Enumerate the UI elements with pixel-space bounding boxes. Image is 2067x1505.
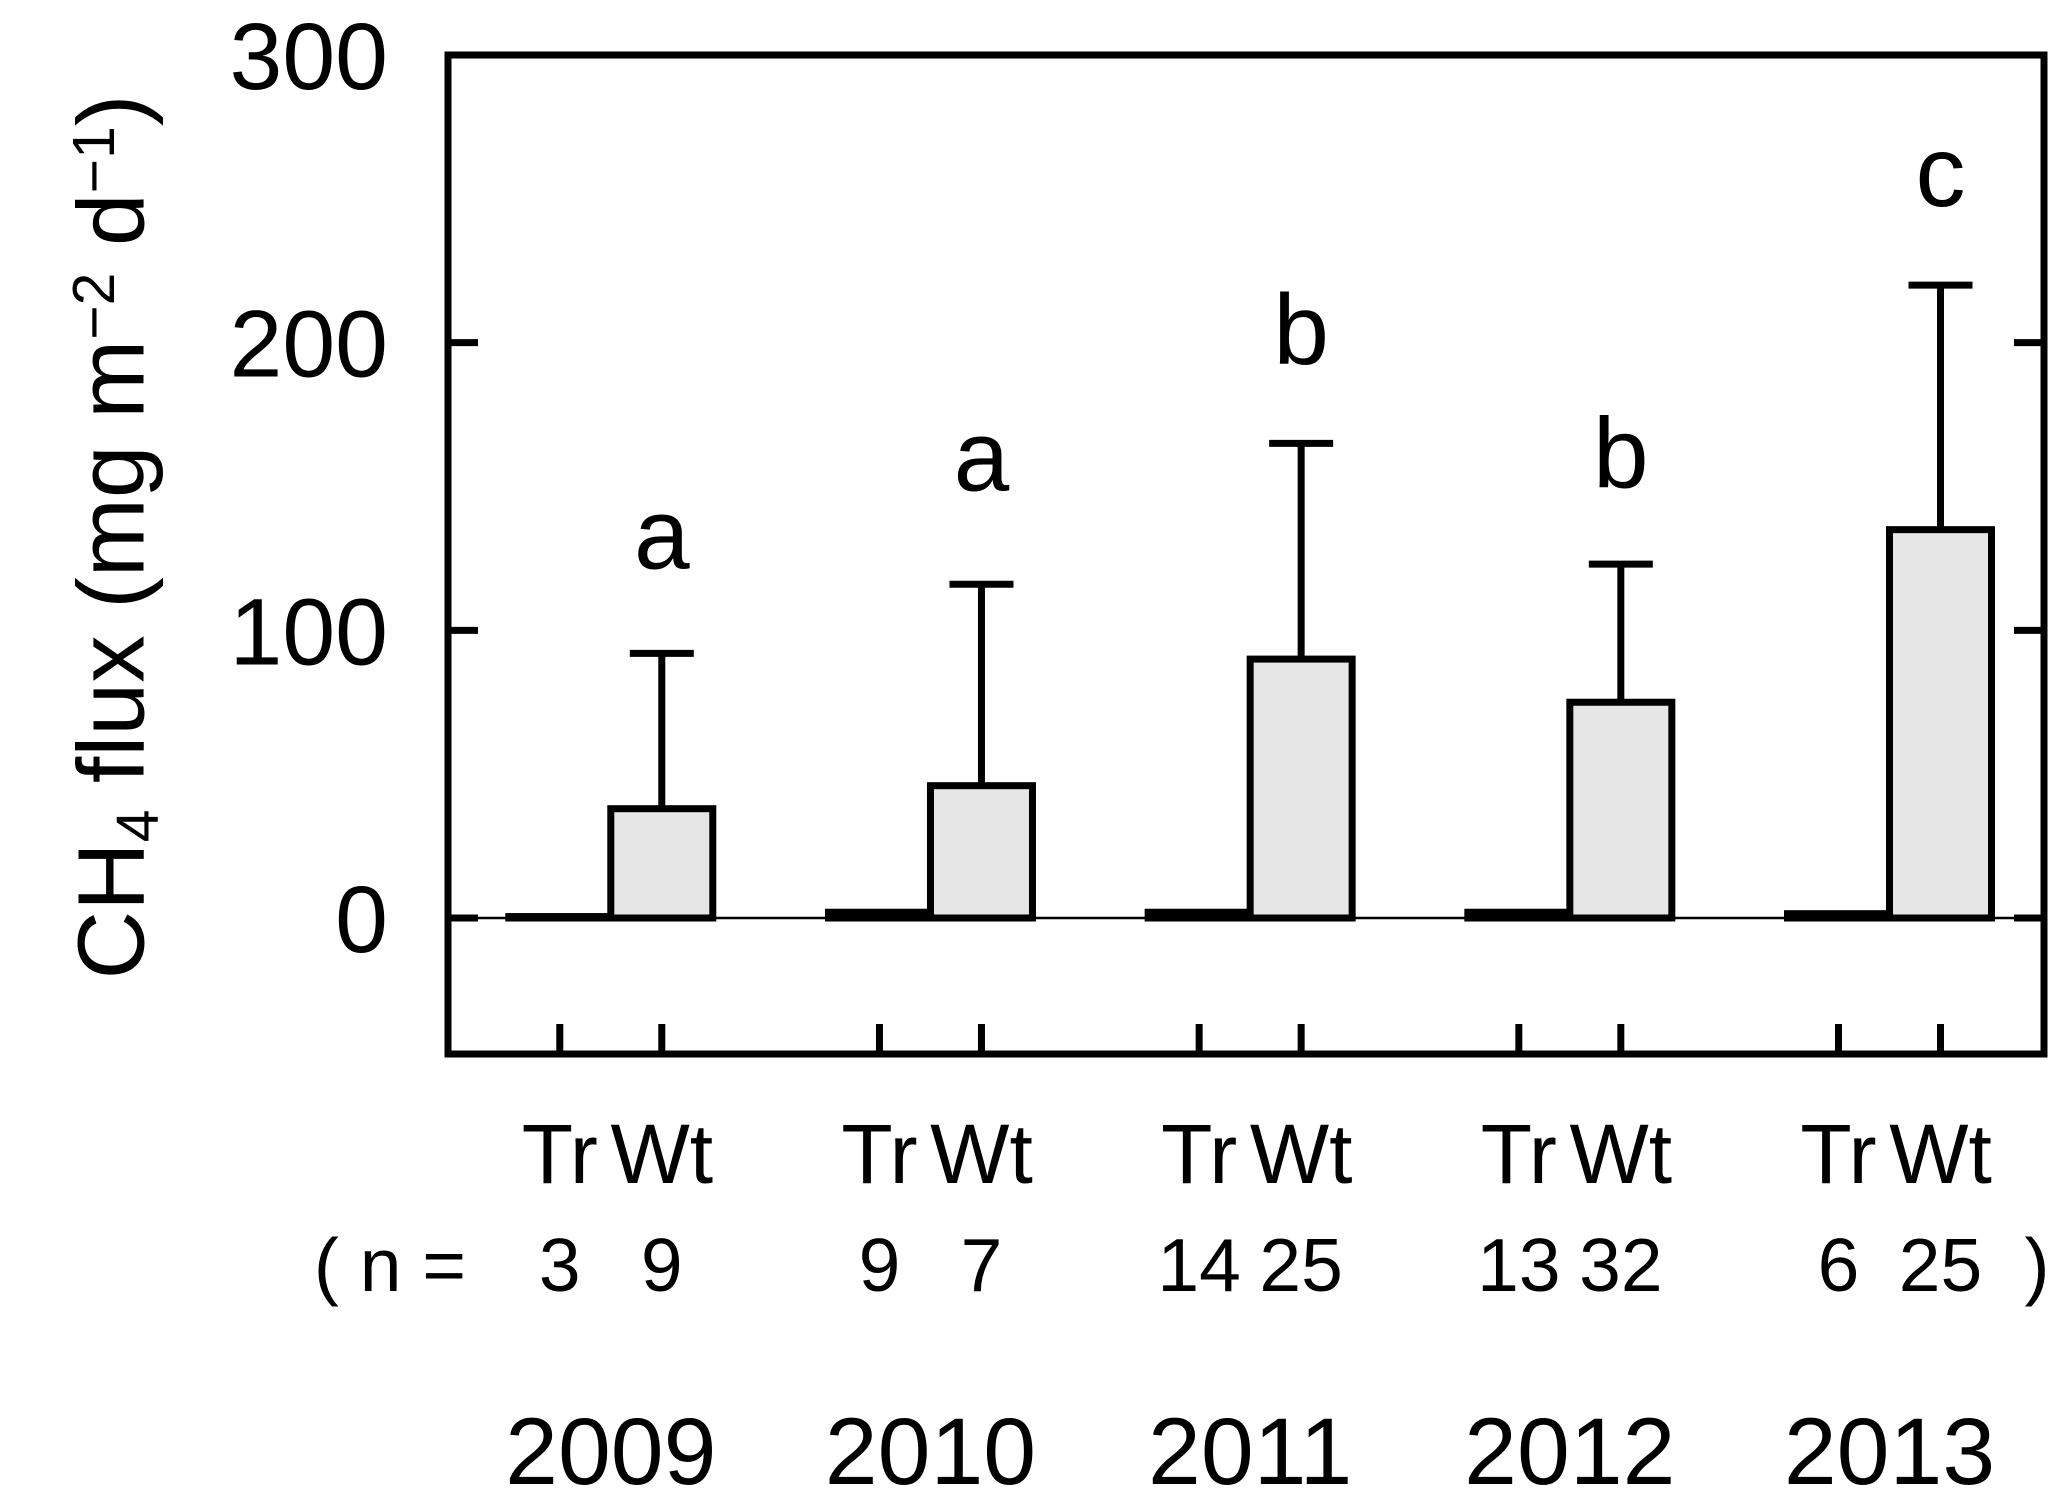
year-label-2010: 2010 xyxy=(825,1399,1036,1505)
y-tick-label: 200 xyxy=(229,292,388,398)
n-value-wt-2011: 25 xyxy=(1259,1223,1342,1307)
bar-label-wt-2013: Wt xyxy=(1889,1107,1992,1201)
bar-label-tr-2011: Tr xyxy=(1161,1107,1237,1201)
bar-label-wt-2009: Wt xyxy=(610,1107,713,1201)
n-prefix: ( n = xyxy=(314,1223,466,1307)
y-axis-title-part: d xyxy=(58,193,165,273)
bar-tr-2010 xyxy=(824,908,934,922)
sig-letter-2010: a xyxy=(954,401,1010,513)
sig-letter-2011: b xyxy=(1273,274,1329,386)
bar-tr-2009 xyxy=(505,913,615,922)
bar-tr-2012 xyxy=(1464,908,1574,922)
n-value-tr-2011: 14 xyxy=(1157,1223,1240,1307)
y-axis-title-part: ) xyxy=(58,94,165,127)
n-value-wt-2012: 32 xyxy=(1579,1223,1662,1307)
y-axis-title-part: 4 xyxy=(106,809,172,843)
bar-label-wt-2010: Wt xyxy=(930,1107,1033,1201)
y-tick-label: 300 xyxy=(229,4,388,110)
bar-wt-2010 xyxy=(926,782,1036,922)
bar-label-tr-2009: Tr xyxy=(522,1107,598,1201)
bar-tr-2011 xyxy=(1144,908,1254,922)
n-value-tr-2012: 13 xyxy=(1477,1223,1560,1307)
n-value-wt-2013: 25 xyxy=(1899,1223,1982,1307)
n-value-wt-2009: 9 xyxy=(641,1223,683,1307)
sig-letter-2012: b xyxy=(1593,398,1649,510)
bar-wt-2009 xyxy=(607,805,717,922)
y-tick-label: 100 xyxy=(229,579,388,685)
bar-label-wt-2011: Wt xyxy=(1250,1107,1353,1201)
y-axis-title-part: −1 xyxy=(62,126,127,194)
year-label-2013: 2013 xyxy=(1784,1399,1995,1505)
bar-label-tr-2010: Tr xyxy=(841,1107,917,1201)
n-value-tr-2009: 3 xyxy=(539,1223,581,1307)
n-value-tr-2013: 6 xyxy=(1818,1223,1860,1307)
bar-label-tr-2013: Tr xyxy=(1800,1107,1876,1201)
bar-wt-2012 xyxy=(1566,698,1676,922)
bar-label-wt-2012: Wt xyxy=(1570,1107,1673,1201)
year-label-2011: 2011 xyxy=(1148,1399,1352,1505)
y-axis-title: CH4 flux (mg m−2 d−1) xyxy=(30,0,171,1137)
y-axis-title-part: CH xyxy=(58,842,165,980)
plot-border xyxy=(444,51,2048,1058)
y-axis-title-part: −2 xyxy=(62,272,127,340)
year-label-2012: 2012 xyxy=(1464,1399,1675,1505)
sig-letter-2013: c xyxy=(1916,116,1966,228)
y-tick-label: 0 xyxy=(335,867,388,973)
sig-letter-2009: a xyxy=(634,478,690,590)
bar-wt-2013 xyxy=(1886,526,1996,922)
n-value-wt-2010: 7 xyxy=(961,1223,1003,1307)
n-value-tr-2010: 9 xyxy=(859,1223,901,1307)
n-suffix: ) xyxy=(2025,1223,2050,1307)
bar-tr-2013 xyxy=(1784,910,1894,922)
year-label-2009: 2009 xyxy=(505,1399,716,1505)
bar-wt-2011 xyxy=(1246,655,1356,922)
bar-label-tr-2012: Tr xyxy=(1481,1107,1557,1201)
y-axis-title-part: flux (mg m xyxy=(58,339,165,810)
